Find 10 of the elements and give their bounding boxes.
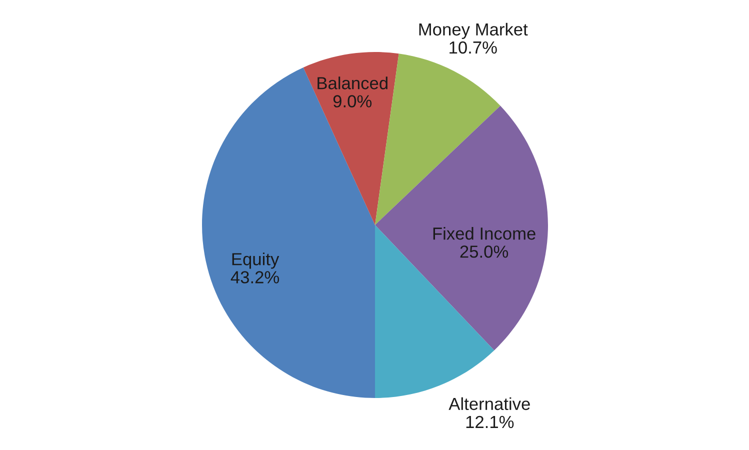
slice-label: Money Market <box>419 22 528 40</box>
data-label: 10.7% <box>450 41 497 54</box>
data-label: 9.0% <box>333 95 372 108</box>
slice-label: Balanced <box>318 76 388 90</box>
data-label: 43.2% <box>230 271 280 284</box>
slice-label: Fixed Income <box>433 226 536 240</box>
slice-label: Alternative <box>448 397 530 410</box>
data-label: 25.0% <box>460 246 508 258</box>
data-label: 12.1% <box>466 416 514 428</box>
slice-label: Equity <box>232 252 280 269</box>
